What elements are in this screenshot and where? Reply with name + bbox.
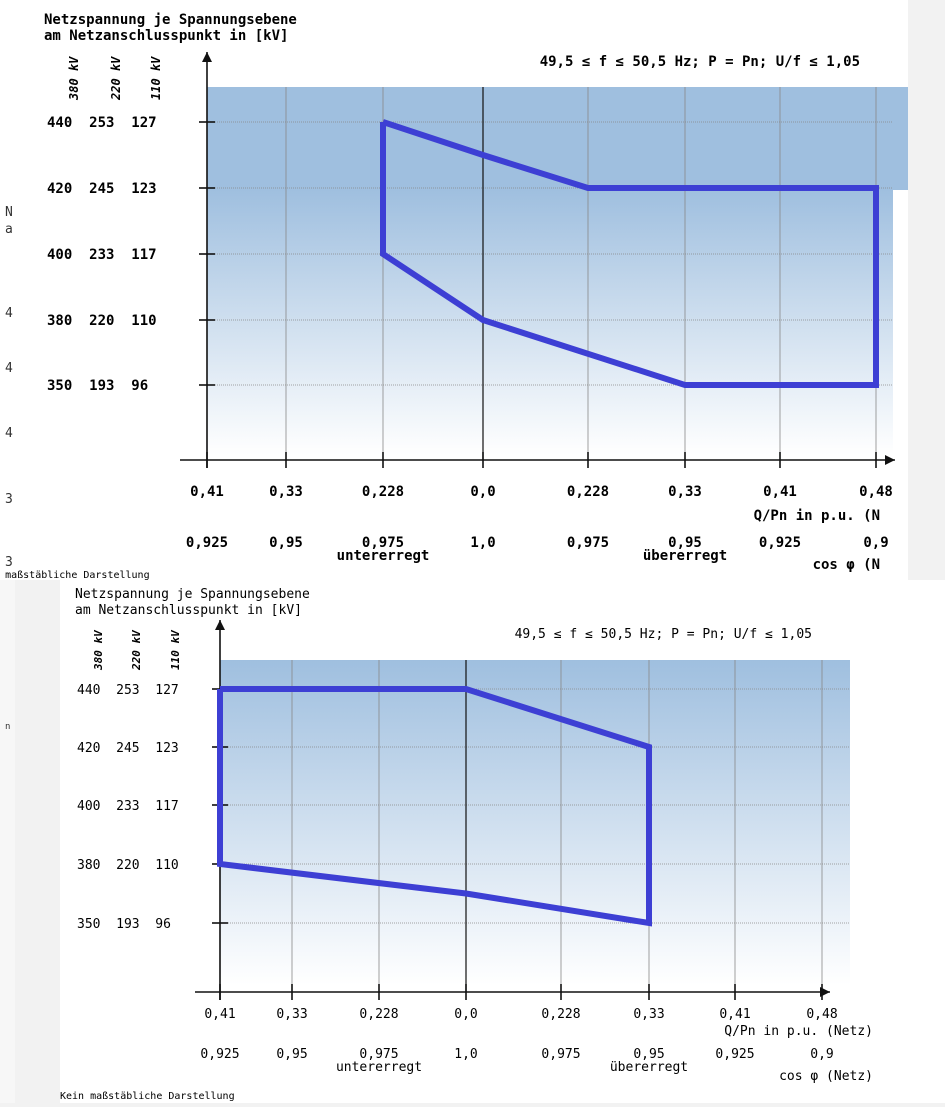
x-tick-label-q: 0,48 — [806, 1007, 837, 1022]
voltage-level-header: 380 kV — [92, 629, 105, 671]
x-tick-label-cos: 0,975 — [541, 1047, 580, 1062]
x-tick-label-q: 0,33 — [276, 1007, 307, 1022]
x-tick-label-q: 0,228 — [541, 1007, 580, 1022]
voltage-level-header: 110 kV — [169, 629, 182, 670]
y-axis-arrow — [202, 52, 212, 62]
fragment-label: 4 — [5, 361, 13, 376]
y-tick-label: 420 245 123 — [77, 741, 179, 756]
regime-label-under: untererregt — [336, 1060, 422, 1075]
plot-band-gradient — [207, 190, 893, 455]
x-tick-label-q: 0,0 — [470, 484, 495, 500]
x-axis-label-cos: cos φ (Netz) — [779, 1069, 873, 1084]
x-tick-label-q: 0,33 — [633, 1007, 664, 1022]
chart-title-line2: am Netzanschlusspunkt in [kV] — [75, 603, 302, 618]
x-tick-label-q: 0,41 — [204, 1007, 235, 1022]
x-axis-arrow — [885, 455, 895, 465]
chart-panel-top: 440 253 127 420 245 123 400 233 117 380 220… — [0, 0, 908, 580]
x-tick-label-cos: 0,925 — [759, 535, 801, 551]
y-axis-arrow — [215, 620, 225, 630]
chart-title-line2: am Netzanschlusspunkt in [kV] — [44, 28, 288, 44]
x-tick-label-q: 0,48 — [859, 484, 893, 500]
x-tick-label-q: 0,0 — [454, 1007, 477, 1022]
fragment-label: 4 — [5, 426, 13, 441]
voltage-level-header: 380 kV — [67, 56, 81, 101]
regime-label-over: übererregt — [643, 548, 727, 564]
x-tick-label-cos: 0,925 — [200, 1047, 239, 1062]
y-tick-label: 420 245 123 — [47, 181, 157, 197]
fragment-label: 4 — [5, 306, 13, 321]
voltage-level-header: 110 kV — [149, 56, 163, 100]
regime-label-over: übererregt — [610, 1060, 688, 1075]
fragment-label: N — [5, 205, 13, 220]
y-tick-label: 380 220 110 — [47, 313, 157, 329]
pq-diagram-top: 440 253 127 420 245 123 400 233 117 380 220… — [0, 0, 908, 580]
fragment-label: a — [5, 222, 13, 237]
operating-condition: 49,5 ≤ f ≤ 50,5 Hz; P = Pn; U/f ≤ 1,05 — [540, 54, 860, 70]
footnote: Kein maßstäbliche Darstellung — [60, 1091, 235, 1102]
voltage-level-header: 220 kV — [130, 629, 143, 671]
y-tick-label: 350 193 96 — [77, 917, 171, 932]
x-axis-label-q: Q/Pn in p.u. (N — [754, 508, 880, 524]
chart-title-line1: Netzspannung je Spannungsebene — [75, 587, 310, 602]
y-tick-label: 380 220 110 — [77, 858, 179, 873]
x-tick-label-cos: 0,925 — [715, 1047, 754, 1062]
x-tick-label-cos: 0,9 — [810, 1047, 833, 1062]
x-tick-label-q: 0,228 — [567, 484, 609, 500]
x-tick-label-q: 0,228 — [359, 1007, 398, 1022]
x-axis-label-q: Q/Pn in p.u. (Netz) — [724, 1024, 873, 1039]
fragment-label: 3 — [5, 555, 13, 570]
footnote: Kein maßstäbliche Darstellung — [0, 570, 150, 580]
y-tick-label: 400 233 117 — [77, 799, 179, 814]
operating-condition: 49,5 ≤ f ≤ 50,5 Hz; P = Pn; U/f ≤ 1,05 — [515, 627, 812, 642]
y-tick-label: 400 233 117 — [47, 247, 157, 263]
x-tick-label-q: 0,33 — [269, 484, 303, 500]
x-tick-label-q: 0,41 — [719, 1007, 750, 1022]
voltage-level-header: 220 kV — [109, 56, 123, 101]
x-tick-label-cos: 0,975 — [567, 535, 609, 551]
fragment-label: n — [5, 722, 10, 732]
x-axis-label-cos: cos φ (N — [813, 557, 880, 573]
x-tick-label-cos: 1,0 — [454, 1047, 477, 1062]
chart-panel-bottom: 440 253 127 420 245 123 400 233 117 380 220… — [60, 580, 945, 1103]
x-tick-label-cos: 0,9 — [863, 535, 888, 551]
x-tick-label-cos: 0,95 — [269, 535, 303, 551]
x-tick-label-cos: 1,0 — [470, 535, 495, 551]
y-tick-label: 440 253 127 — [77, 683, 179, 698]
fragment-label: 3 — [5, 492, 13, 507]
chart-title-line1: Netzspannung je Spannungsebene — [44, 12, 297, 28]
y-tick-label: 440 253 127 — [47, 115, 157, 131]
x-tick-label-cos: 0,925 — [186, 535, 228, 551]
regime-label-under: untererregt — [337, 548, 430, 564]
x-tick-label-q: 0,228 — [362, 484, 404, 500]
x-tick-label-q: 0,41 — [763, 484, 797, 500]
x-tick-label-q: 0,41 — [190, 484, 224, 500]
y-tick-label: 350 193 96 — [47, 378, 148, 394]
x-tick-label-q: 0,33 — [668, 484, 702, 500]
x-tick-label-cos: 0,95 — [276, 1047, 307, 1062]
pq-diagram-bottom: 440 253 127 420 245 123 400 233 117 380 220… — [60, 580, 945, 1103]
plot-band-solid — [207, 87, 908, 190]
